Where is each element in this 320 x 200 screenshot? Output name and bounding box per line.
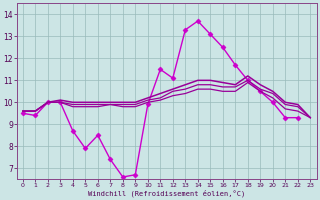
X-axis label: Windchill (Refroidissement éolien,°C): Windchill (Refroidissement éolien,°C) bbox=[88, 189, 245, 197]
